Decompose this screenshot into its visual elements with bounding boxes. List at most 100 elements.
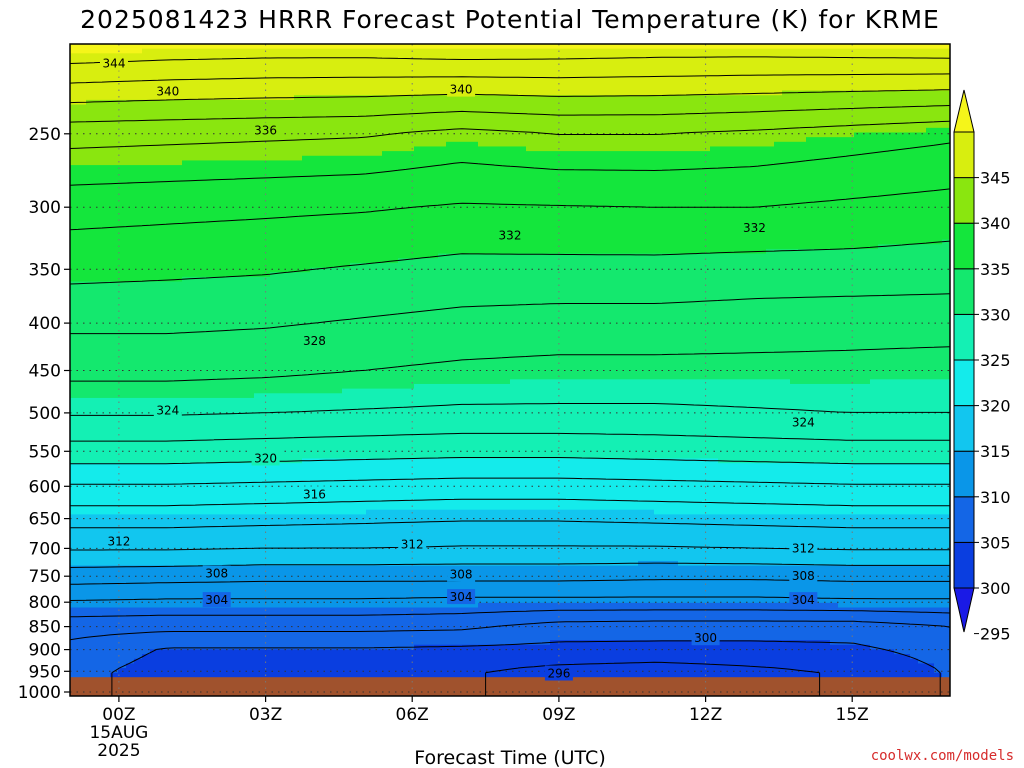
theta-fill-cell <box>294 44 303 50</box>
theta-fill-cell <box>334 393 343 460</box>
theta-fill-cell <box>382 95 391 152</box>
theta-fill-cell <box>174 281 183 399</box>
theta-fill-cell <box>838 90 847 138</box>
theta-fill-cell <box>486 644 495 696</box>
theta-fill-cell <box>550 48 559 96</box>
contour-label: 296 <box>547 667 570 681</box>
x-tick-label: 15Z <box>836 705 869 725</box>
theta-fill-cell <box>94 165 103 283</box>
theta-fill-cell <box>878 565 887 609</box>
theta-fill-cell <box>750 44 759 50</box>
theta-fill-cell <box>662 253 671 380</box>
theta-fill-cell <box>726 463 735 515</box>
theta-fill-cell <box>878 463 887 515</box>
theta-fill-cell <box>454 44 463 50</box>
theta-fill-cell <box>150 463 159 515</box>
theta-fill-cell <box>214 565 223 609</box>
theta-fill-cell <box>406 565 415 609</box>
theta-fill-cell <box>222 160 231 278</box>
theta-fill-cell <box>238 607 247 651</box>
theta-fill-cell <box>574 95 583 152</box>
theta-fill-cell <box>822 463 831 515</box>
theta-fill-cell <box>918 463 927 515</box>
theta-fill-cell <box>646 151 655 255</box>
theta-fill-cell <box>422 458 431 511</box>
theta-fill-cell <box>774 95 783 143</box>
theta-fill-cell <box>366 48 375 96</box>
theta-fill-cell <box>790 602 799 641</box>
theta-fill-cell <box>502 644 511 696</box>
theta-fill-cell <box>926 244 935 380</box>
theta-fill-cell <box>734 44 743 50</box>
theta-fill-cell <box>638 48 647 96</box>
theta-fill-cell <box>326 95 335 157</box>
theta-fill-cell <box>582 253 591 380</box>
theta-fill-cell <box>718 253 727 380</box>
theta-fill-cell <box>814 463 823 515</box>
theta-fill-cell <box>78 104 87 166</box>
theta-fill-cell <box>774 463 783 515</box>
theta-fill-cell <box>886 649 895 696</box>
theta-fill-cell <box>142 654 151 696</box>
theta-fill-cell <box>78 463 87 515</box>
theta-fill-cell <box>438 253 447 385</box>
credit-link[interactable]: coolwx.com/models <box>871 748 1014 764</box>
theta-fill-cell <box>318 95 327 157</box>
theta-fill-cell <box>766 146 775 250</box>
theta-fill-cell <box>742 44 751 50</box>
theta-fill-cell <box>638 253 647 380</box>
theta-fill-cell <box>646 602 655 641</box>
theta-fill-cell <box>886 44 895 50</box>
theta-fill-cell <box>142 99 151 166</box>
theta-fill-cell <box>462 565 471 609</box>
theta-fill-cell <box>686 253 695 380</box>
theta-fill-cell <box>358 514 367 567</box>
theta-fill-cell <box>590 48 599 96</box>
theta-fill-cell <box>182 463 191 515</box>
theta-fill-cell <box>942 565 950 609</box>
theta-fill-cell <box>942 379 950 464</box>
theta-fill-cell <box>558 44 567 50</box>
theta-fill-cell <box>446 607 455 646</box>
theta-fill-cell <box>798 44 807 50</box>
theta-fill-cell <box>470 48 479 96</box>
theta-fill-cell <box>318 607 327 651</box>
theta-fill-cell <box>390 44 399 50</box>
theta-fill-cell <box>422 146 431 259</box>
theta-fill-cell <box>726 602 735 641</box>
theta-fill-cell <box>358 95 367 157</box>
colorbar-segment <box>953 268 975 315</box>
contour-label-bg <box>740 220 769 236</box>
theta-fill-cell <box>414 607 423 646</box>
theta-fill-cell <box>398 458 407 511</box>
theta-fill-cell <box>486 565 495 604</box>
theta-fill-cell <box>238 276 247 399</box>
theta-fill-cell <box>838 48 847 92</box>
theta-fill-cell <box>78 281 87 399</box>
theta-fill-cell <box>686 514 695 567</box>
theta-fill-cell <box>934 244 943 380</box>
theta-fill-cell <box>446 565 455 609</box>
theta-fill-cell <box>230 463 239 515</box>
theta-fill-cell <box>710 640 719 696</box>
theta-fill-cell <box>342 155 351 269</box>
theta-fill-cell <box>406 48 415 96</box>
theta-fill-cell <box>742 95 751 148</box>
theta-fill-cell <box>854 565 863 609</box>
theta-fill-cell <box>78 607 87 696</box>
theta-fill-cell <box>350 388 359 460</box>
theta-fill-cell <box>654 514 663 562</box>
theta-fill-cell <box>246 649 255 696</box>
theta-fill-cell <box>694 253 703 380</box>
theta-fill-cell <box>278 393 287 464</box>
theta-fill-cell <box>310 514 319 567</box>
theta-fill-cell <box>422 509 431 567</box>
theta-fill-cell <box>814 48 823 92</box>
theta-fill-cell <box>86 44 95 54</box>
theta-fill-cell <box>318 44 327 50</box>
theta-fill-cell <box>670 95 679 152</box>
theta-fill-cell <box>182 48 191 101</box>
theta-fill-cell <box>342 267 351 390</box>
theta-fill-cell <box>478 602 487 646</box>
theta-fill-cell <box>862 514 871 567</box>
